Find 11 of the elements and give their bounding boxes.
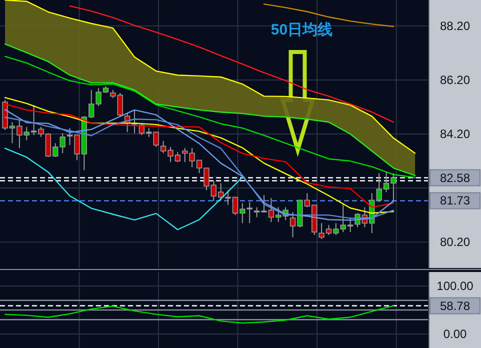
ref-line-label: 58.78 [440, 298, 470, 313]
y-tick-label: 0.00 [443, 327, 467, 342]
y-tick-label: 80.20 [440, 235, 470, 250]
y-tick-label: 84.20 [440, 127, 470, 141]
y-tick-label: 86.20 [440, 72, 470, 87]
ref-line-label: 82.58 [440, 170, 470, 185]
annotation: 50日均线 [270, 22, 333, 38]
y-tick-label: 100.00 [436, 278, 474, 293]
line-series [4, 305, 394, 324]
ref-line-label: 81.73 [440, 194, 470, 208]
y-tick-label: 88.20 [440, 18, 470, 33]
